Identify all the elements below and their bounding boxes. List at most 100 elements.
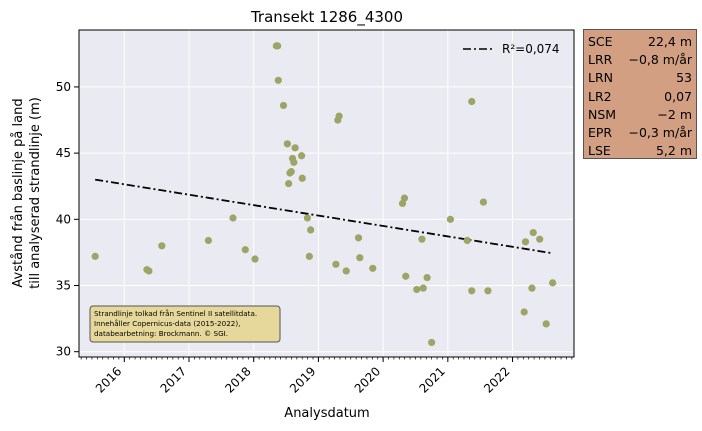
stat-row-lr2: LR2 0,07 [588, 88, 692, 106]
data-point [529, 228, 537, 237]
x-tick-label: 2018 [222, 364, 253, 395]
annotation-line-2: Innehåller Copernicus-data (2015-2022), [94, 319, 240, 328]
stat-key: LSE [588, 143, 611, 159]
x-axis-label: Analysdatum [284, 406, 369, 421]
data-point [158, 242, 166, 250]
trend-line-group [95, 178, 552, 254]
y-axis-label-line1: Avstånd från baslinje på land [11, 98, 26, 287]
annotation-box [89, 305, 281, 343]
x-tick-label: 2022 [481, 364, 512, 395]
data-point [303, 214, 312, 222]
stat-row-sce: SCE 22,4 m [588, 33, 692, 51]
data-point [356, 254, 364, 262]
data-point [520, 308, 528, 316]
data-point [521, 238, 530, 246]
data-point [290, 158, 298, 166]
data-point [468, 287, 476, 295]
data-point [446, 215, 455, 223]
data-point [283, 140, 291, 148]
data-point [400, 194, 409, 202]
x-tick-label: 2020 [352, 364, 383, 395]
data-point [305, 252, 313, 260]
data-point [307, 226, 315, 234]
data-point [335, 112, 343, 120]
stat-key: NSM [588, 106, 617, 122]
stat-value: −0,8 m/år [628, 52, 692, 68]
data-point [298, 174, 306, 182]
data-point [291, 144, 299, 152]
stat-row-lrn: LRN 53 [588, 69, 692, 87]
data-point [536, 235, 544, 243]
data-point [423, 273, 431, 282]
stat-row-lrr: LRR −0,8 m/år [588, 51, 692, 69]
trend-line [95, 178, 552, 254]
data-point [413, 285, 421, 294]
plot-frame [78, 29, 575, 358]
stat-value: 5,2 m [655, 143, 692, 159]
x-axis-ticks: 2016 2017 2018 2019 2020 2021 2022 [80, 357, 573, 396]
stat-row-epr: EPR −0,3 m/år [588, 124, 692, 142]
data-point [354, 234, 363, 242]
y-axis-label-line2: till analyserad strandlinje (m) [28, 97, 43, 289]
annotation-line-3: databearbetning: Brockmann. © SGI. [94, 329, 228, 338]
data-point [287, 168, 295, 176]
data-point [402, 272, 410, 280]
data-point [204, 236, 213, 245]
source-annotation: Strandlinje tolkad från Sentinel II sate… [89, 305, 281, 343]
data-point [274, 76, 282, 84]
legend: R²=0,074 [463, 42, 560, 56]
data-point [428, 338, 436, 347]
stat-key: LRR [588, 52, 613, 68]
stat-key: LRN [588, 70, 613, 86]
y-tick-label: 45 [56, 146, 71, 160]
stat-key: SCE [588, 34, 613, 49]
y-tick-label: 50 [56, 80, 71, 94]
stat-value: −2 m [657, 106, 692, 122]
data-point [241, 246, 249, 254]
y-tick-label: 30 [56, 345, 71, 359]
data-point [479, 198, 488, 206]
data-point [285, 179, 293, 188]
stat-value: 0,07 [664, 88, 692, 104]
data-point [274, 42, 282, 50]
plot-area [79, 30, 574, 357]
data-points [91, 42, 557, 347]
x-tick-label: 2021 [416, 364, 447, 395]
y-tick-label: 35 [56, 279, 71, 293]
stat-value: −0,3 m/år [628, 125, 692, 141]
data-point [91, 252, 99, 260]
data-point [279, 101, 288, 110]
data-point [145, 267, 153, 275]
annotation-line-1: Strandlinje tolkad från Sentinel II sate… [94, 309, 257, 318]
data-point [528, 284, 536, 292]
data-point [251, 255, 259, 263]
data-point [229, 214, 237, 222]
stat-value: 53 [676, 70, 692, 86]
data-point [297, 152, 306, 160]
data-point [484, 287, 492, 295]
x-tick-label: 2017 [158, 364, 189, 395]
legend-label: R²=0,074 [502, 42, 560, 56]
y-axis-ticks: 30 35 40 45 50 [56, 80, 79, 359]
data-point [549, 279, 557, 287]
data-point [418, 235, 426, 243]
data-point [342, 267, 350, 275]
data-point [468, 97, 476, 106]
stat-row-nsm: NSM −2 m [588, 106, 692, 124]
x-tick-label: 2016 [93, 364, 124, 395]
data-point [463, 236, 471, 245]
data-point [419, 284, 427, 292]
stat-row-lse: LSE 5,2 m [588, 142, 692, 160]
grid-lines [79, 30, 574, 357]
stat-value: 22,4 m [648, 34, 692, 49]
y-tick-label: 40 [56, 212, 71, 226]
data-point [369, 264, 377, 272]
x-tick-label: 2019 [287, 364, 318, 395]
data-point [542, 320, 550, 328]
stat-key: EPR [588, 125, 613, 141]
data-point [332, 260, 340, 268]
stat-key: LR2 [588, 88, 612, 104]
chart-title: Transekt 1286_4300 [250, 8, 403, 27]
statistics-box: SCE 22,4 m LRR −0,8 m/år LRN 53 LR2 0,07 NSM… [583, 29, 697, 159]
